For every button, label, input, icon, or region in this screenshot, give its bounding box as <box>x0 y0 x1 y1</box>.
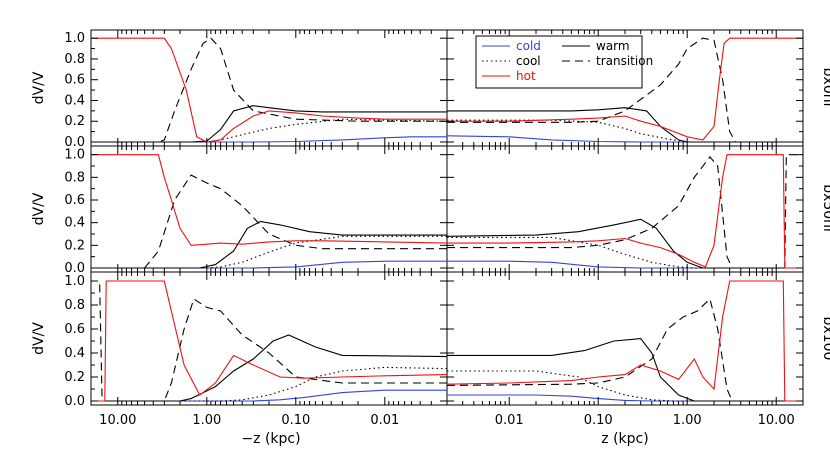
ticks-layer <box>90 30 804 405</box>
x-tick-label-left: 0.10 <box>281 413 310 428</box>
series-line-hot-bx0hr-right <box>447 37 803 141</box>
series-line-transition-bx50hr-left <box>91 174 447 269</box>
series-line-hot-bx100-left <box>91 280 448 402</box>
row-label: bx100 <box>820 317 830 361</box>
series-line-transition-bx100-right <box>446 297 803 402</box>
series-line-hot-bx0hr-left <box>91 37 447 143</box>
series-line-warm-bx50hr-left <box>91 220 447 269</box>
y-tick-label: 0.6 <box>64 73 85 88</box>
series-line-cool-bx0hr-right <box>447 119 803 143</box>
y-tick-label: 0.6 <box>64 322 85 337</box>
series-line-cold-bx0hr-right <box>446 135 803 143</box>
series-line-warm-bx0hr-right <box>447 107 803 143</box>
y-axis-title: dV/V <box>31 71 47 104</box>
y-axis-title: dV/V <box>31 192 47 225</box>
series-line-warm-bx0hr-left <box>91 105 447 143</box>
legend-box <box>475 35 643 89</box>
series-line-warm-bx100-left <box>91 334 448 402</box>
series-line-transition-bx0hr-right <box>447 37 803 143</box>
legend: cold warm cool transition hot <box>475 35 653 89</box>
y-tick-label: 0.0 <box>64 394 85 409</box>
series-line-cold-bx100-right <box>447 394 803 402</box>
legend-label-transition: transition <box>596 54 653 68</box>
series-line-cool-bx50hr-left <box>91 235 447 269</box>
y-tick-label: 0.0 <box>64 135 85 150</box>
y-tick-label: 0.0 <box>64 261 85 276</box>
y-tick-label: 1.0 <box>64 148 85 163</box>
y-axis-title: dV/V <box>31 322 47 355</box>
y-tick-label: 0.2 <box>64 114 85 129</box>
y-tick-label: 0.2 <box>64 370 85 385</box>
series-line-cold-bx100-left <box>91 389 447 402</box>
y-tick-label: 0.4 <box>64 346 85 361</box>
series-line-cold-bx50hr-right <box>447 260 803 269</box>
panel-frame-2-left <box>90 271 448 406</box>
series-line-transition-bx100-left <box>91 280 447 402</box>
y-tick-label: 0.8 <box>64 170 85 185</box>
series-line-cool-bx50hr-right <box>447 236 803 269</box>
x-axis-title-left: −z (kpc) <box>241 431 300 447</box>
y-tick-label: 0.6 <box>64 193 85 208</box>
panels-layer <box>90 29 804 406</box>
y-tick-label: 1.0 <box>64 31 85 46</box>
y-tick-label: 0.2 <box>64 238 85 253</box>
panel-frame-1-right <box>446 145 804 273</box>
legend-label-warm: warm <box>596 39 630 53</box>
legend-label-cold: cold <box>516 39 541 53</box>
series-line-hot-bx50hr-right <box>447 154 803 269</box>
series-line-hot-bx100-right <box>446 280 803 402</box>
x-tick-label-left: 0.01 <box>370 413 399 428</box>
series-line-transition-bx0hr-left <box>91 37 447 143</box>
series-line-hot-bx50hr-left <box>91 154 448 246</box>
series-line-cold-bx0hr-left <box>91 136 447 143</box>
y-tick-label: 0.8 <box>64 298 85 313</box>
x-tick-label-right: 0.10 <box>584 413 613 428</box>
panel-frame-0-left <box>90 29 448 147</box>
x-tick-label-right: 10.00 <box>758 413 795 428</box>
y-tick-label: 1.0 <box>64 274 85 289</box>
series-line-cold-bx50hr-left <box>91 260 447 269</box>
y-tick-label: 0.4 <box>64 93 85 108</box>
x-tick-label-right: 1.00 <box>673 413 702 428</box>
row-label: bx50hr <box>820 184 830 234</box>
series-line-cool-bx0hr-left <box>91 118 448 143</box>
y-tick-label: 0.8 <box>64 52 85 67</box>
y-tick-label: 0.4 <box>64 216 85 231</box>
x-tick-label-left: 10.00 <box>99 413 136 428</box>
series-line-cool-bx100-right <box>447 370 803 402</box>
row-label: bx0hr <box>820 68 830 109</box>
labels-layer: 0.0 0.2 0.4 0.6 0.8 1.0 dV/V bx0hr 0.0 0.2 0.4 0.6 0… <box>31 31 830 447</box>
panel-frame-1-left <box>90 145 448 273</box>
legend-label-cool: cool <box>516 54 541 68</box>
series-line-transition-bx50hr-right <box>447 154 803 269</box>
x-tick-label-left: 1.00 <box>192 413 221 428</box>
series-line-warm-bx50hr-right <box>446 218 803 269</box>
x-tick-label-right: 0.01 <box>495 413 524 428</box>
legend-label-hot: hot <box>516 69 536 83</box>
series-line-cool-bx100-left <box>91 366 448 402</box>
x-axis-title-right: z (kpc) <box>601 431 648 447</box>
series-line-warm-bx100-right <box>447 338 803 402</box>
